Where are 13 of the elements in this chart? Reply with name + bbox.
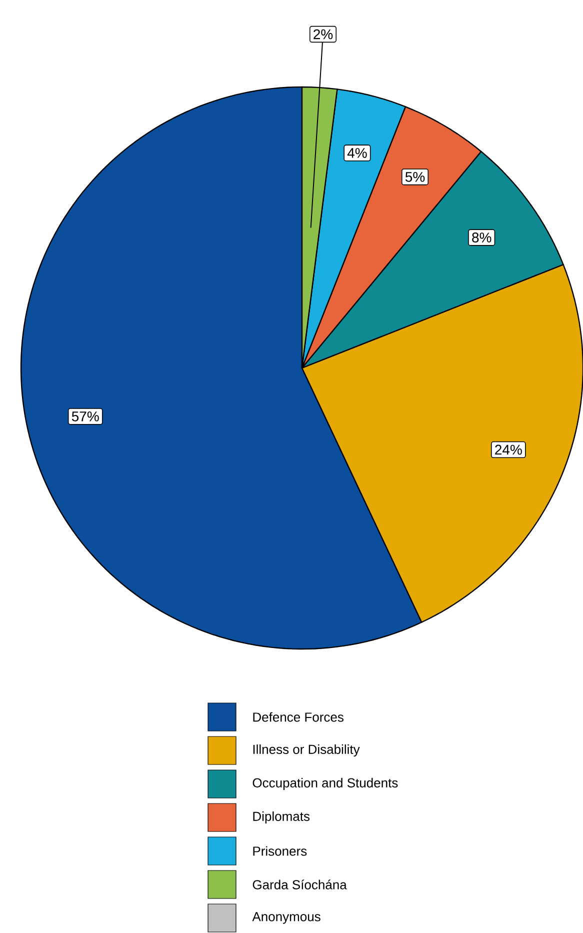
legend-label: Anonymous: [252, 912, 320, 924]
legend-label: Occupation and Students: [252, 778, 398, 790]
legend-label: Illness or Disability: [253, 744, 360, 757]
data-label: 8%: [472, 232, 492, 242]
legend-label: Garda Síochána: [252, 880, 347, 890]
data-label: 2%: [314, 29, 333, 40]
data-label: 4%: [347, 148, 367, 158]
data-label: 57%: [72, 411, 99, 422]
legend-label: Defence Forces: [253, 712, 344, 722]
legend-label: Prisoners: [253, 846, 307, 856]
data-label: 5%: [405, 172, 425, 182]
legend-label: Diplomats: [253, 811, 310, 824]
data-label: 24%: [495, 444, 522, 455]
